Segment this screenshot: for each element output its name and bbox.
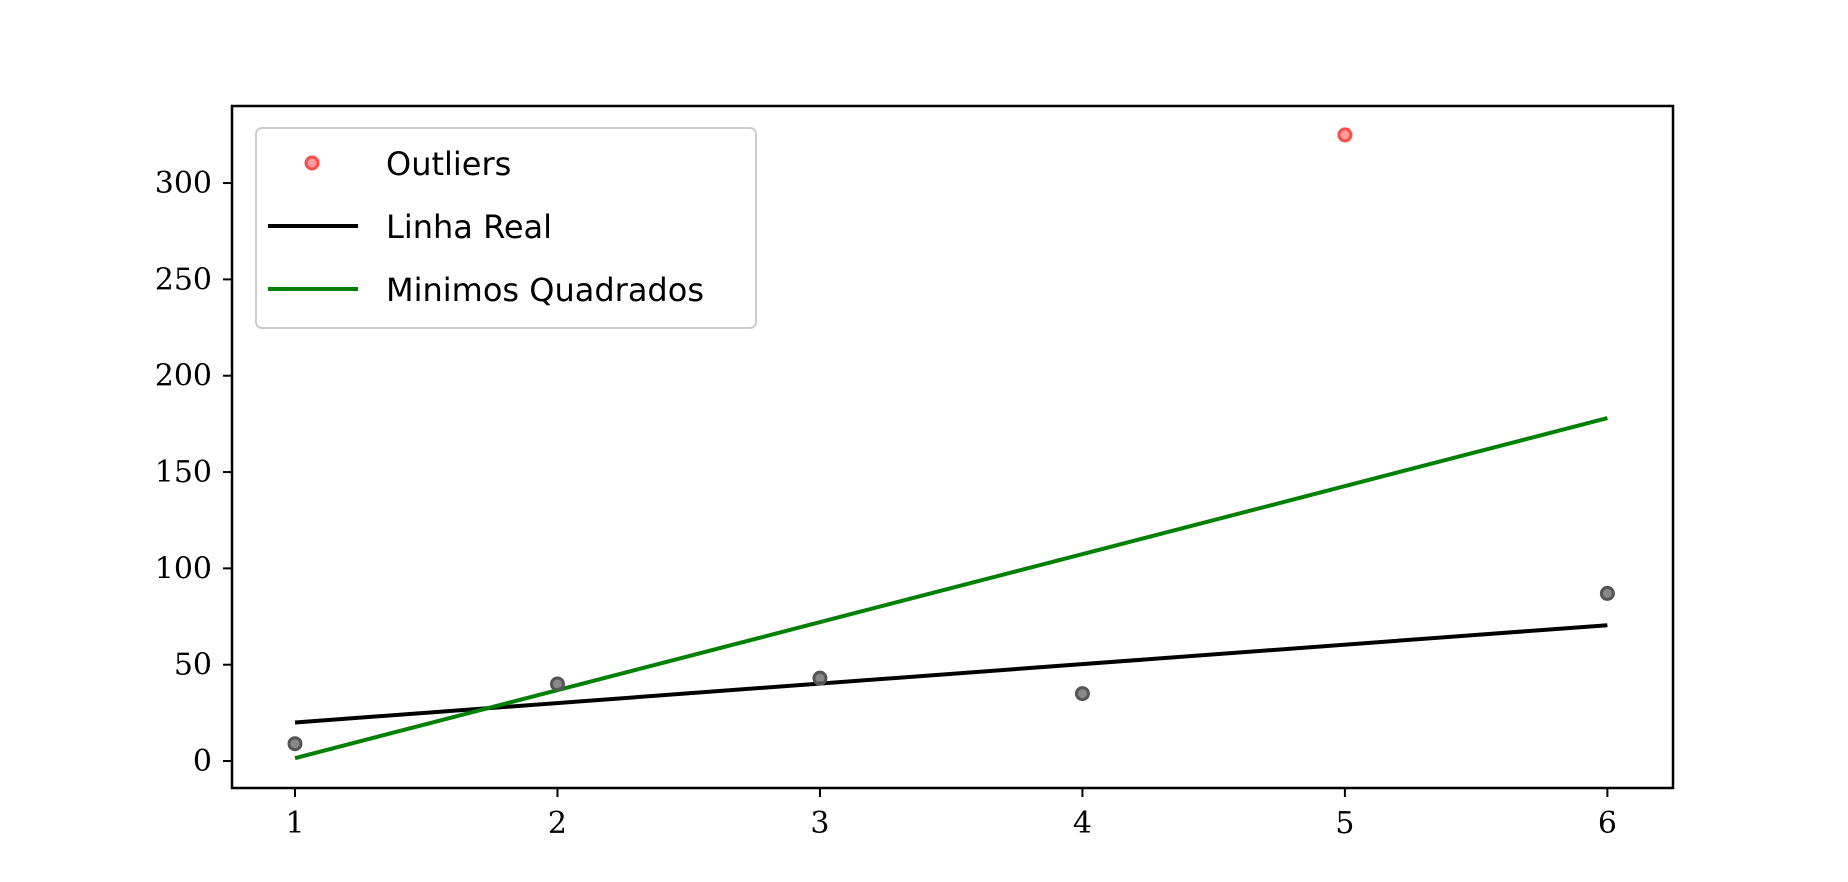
- y-tick-label: 250: [155, 262, 212, 297]
- legend-marker-outliers: [304, 155, 320, 171]
- axes-frame: [230, 104, 1675, 790]
- legend-box: [255, 127, 757, 329]
- legend: Outliers Linha Real Minimos Quadrados: [255, 127, 757, 329]
- legend-item-linha-real: Linha Real: [268, 208, 552, 246]
- y-tick-label: 0: [193, 744, 212, 779]
- data-point: [287, 736, 303, 752]
- x-tick-label: 5: [1335, 806, 1354, 841]
- outlier-point: [1337, 127, 1353, 143]
- axes-border: [230, 104, 1675, 790]
- y-tick-label: 300: [155, 166, 212, 201]
- data-point: [812, 670, 828, 686]
- y-tick-label: 100: [155, 551, 212, 586]
- series-line-0: [294, 623, 1608, 725]
- data-point: [1599, 585, 1615, 601]
- series-line-1: [294, 416, 1608, 761]
- legend-label-linha-real: Linha Real: [386, 208, 552, 246]
- legend-label-minimos-quadrados: Minimos Quadrados: [386, 271, 704, 309]
- legend-item-minimos-quadrados: Minimos Quadrados: [268, 271, 704, 309]
- x-tick-label: 3: [810, 806, 829, 841]
- x-tick-label: 2: [548, 806, 567, 841]
- x-axis: 1 2 3 4 5 6: [285, 788, 1617, 841]
- x-tick-label: 1: [285, 806, 304, 841]
- y-axis: 0 50 100 150 200 250 300: [155, 166, 232, 779]
- x-tick-label: 6: [1598, 806, 1617, 841]
- y-tick-label: 50: [174, 648, 212, 683]
- data-point: [1074, 686, 1090, 702]
- legend-label-outliers: Outliers: [386, 145, 511, 183]
- plot-area: [287, 127, 1615, 761]
- y-tick-label: 200: [155, 359, 212, 394]
- x-tick-label: 4: [1073, 806, 1092, 841]
- y-tick-label: 150: [155, 455, 212, 490]
- data-point: [549, 676, 565, 692]
- legend-item-outliers: Outliers: [304, 145, 511, 183]
